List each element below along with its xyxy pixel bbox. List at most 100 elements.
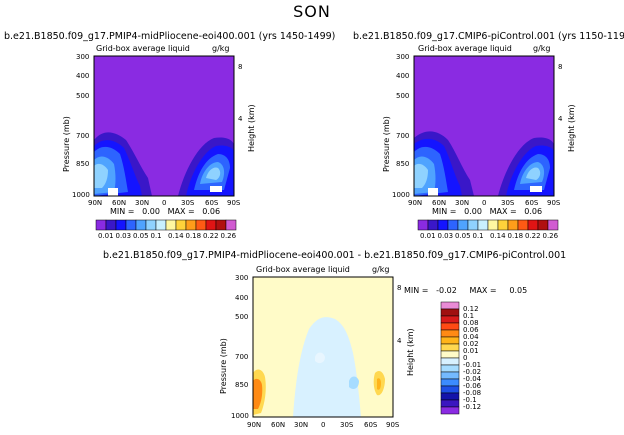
diff-colorbar-label: -0.08 <box>463 389 482 397</box>
diff-colorbar-label: -0.1 <box>463 396 477 404</box>
left-colorbar-swatch <box>185 219 197 231</box>
diff-colorbar-swatch <box>440 329 460 338</box>
left-colorbar-swatch <box>105 219 117 231</box>
left-colorbar-label: 0.26 <box>220 232 237 240</box>
left-xtick-90S: 90S <box>227 199 241 207</box>
left-colorbar-label: 0.1 <box>150 232 162 240</box>
left-xtick-60S: 60S <box>205 199 219 207</box>
diff-colorbar-swatch <box>440 371 460 380</box>
diff-units-label: g/kg <box>372 265 390 274</box>
right-colorbar-swatch <box>517 219 529 231</box>
right-xtick-60S: 60S <box>525 199 539 207</box>
diff-colorbar-swatch <box>440 392 460 401</box>
right-ytick-400: 400 <box>396 72 410 80</box>
left-colorbar-swatch <box>135 219 147 231</box>
diff-ylabel: Pressure (mb) <box>219 338 228 394</box>
left-colorbar-label: 0.22 <box>203 232 219 240</box>
left-ytick-300: 300 <box>76 53 90 61</box>
diff-ytick-700: 700 <box>235 353 249 361</box>
right-colorbar-swatch <box>457 219 469 231</box>
left-colorbar-swatch <box>95 219 107 231</box>
diff-colorbar-swatch <box>440 322 460 331</box>
left-colorbar-label: 0.18 <box>185 232 202 240</box>
diff-colorbar-label: 0.1 <box>463 312 475 320</box>
right-ytick-1000: 1000 <box>392 191 410 199</box>
diff-xtick-60S: 60S <box>364 421 378 429</box>
diff-minmax: MIN = -0.02 MAX = 0.05 <box>404 286 528 295</box>
right-units-label: g/kg <box>533 44 551 53</box>
left-xtick-60N: 60N <box>112 199 127 207</box>
left-colorbar-label: 0.05 <box>133 232 149 240</box>
right-ytick-300: 300 <box>396 53 410 61</box>
diff-colorbar-swatch <box>440 364 460 373</box>
right-colorbar-swatch <box>447 219 459 231</box>
left-case-title: b.e21.B1850.f09_g17.PMIP4-midPliocene-eo… <box>4 31 336 42</box>
diff-colorbar-swatch <box>440 308 460 317</box>
right-colorbar-label: 0.18 <box>507 232 524 240</box>
diff-colorbar-label: -0.02 <box>463 368 482 376</box>
left-colorbar-swatch <box>155 219 167 231</box>
left-ytick-500: 500 <box>76 92 90 100</box>
right-xtick-30S: 30S <box>501 199 515 207</box>
right-colorbar-swatch <box>497 219 509 231</box>
diff-colorbar-label: 0.12 <box>463 305 479 313</box>
diff-colorbar-label: -0.01 <box>463 361 482 369</box>
left-colorbar <box>95 219 237 231</box>
diff-xtick-90N: 90N <box>247 421 262 429</box>
right-colorbar-swatch <box>507 219 519 231</box>
left-colorbar-swatch <box>145 219 157 231</box>
left-colorbar-swatch <box>165 219 177 231</box>
right-xtick-90S: 90S <box>547 199 561 207</box>
diff-colorbar-label: 0 <box>463 354 468 362</box>
diff-colorbar-label: 0.08 <box>463 319 479 327</box>
diff-colorbar-swatch <box>440 385 460 394</box>
left-units-label: g/kg <box>212 44 230 53</box>
right-colorbar-label: 0.03 <box>437 232 454 240</box>
left-colorbar-label: 0.14 <box>168 232 184 240</box>
left-colorbar-swatch <box>205 219 217 231</box>
left-plot <box>93 55 235 197</box>
right-xtick-0: 0 <box>482 199 487 207</box>
diff-colorbar <box>440 301 460 415</box>
right-colorbar-swatch <box>477 219 489 231</box>
right-colorbar-label: 0.01 <box>420 232 436 240</box>
figure-title: SON <box>293 2 331 21</box>
left-ytick-400: 400 <box>76 72 90 80</box>
right-colorbar-swatch <box>487 219 499 231</box>
diff-colorbar-swatch <box>440 301 460 310</box>
left-colorbar-swatch <box>175 219 187 231</box>
right-htick-8: 8 <box>558 63 563 71</box>
diff-xtick-30S: 30S <box>340 421 354 429</box>
left-xtick-90N: 90N <box>88 199 103 207</box>
right-colorbar <box>417 219 559 231</box>
right-contours <box>414 131 554 196</box>
right-xtick-30N: 30N <box>455 199 470 207</box>
diff-ytick-850: 850 <box>235 381 249 389</box>
right-colorbar-label: 0.22 <box>525 232 541 240</box>
left-xtick-30N: 30N <box>135 199 150 207</box>
diff-htick-8: 8 <box>397 284 402 292</box>
diff-colorbar-swatch <box>440 357 460 366</box>
right-ytick-700: 700 <box>396 132 410 140</box>
diff-colorbar-label: 0.01 <box>463 347 479 355</box>
right-colorbar-swatch <box>437 219 449 231</box>
left-ylabel: Pressure (mb) <box>62 116 71 172</box>
diff-colorbar-swatch <box>440 378 460 387</box>
diff-colorbar-swatch <box>440 350 460 359</box>
right-ytick-500: 500 <box>396 92 410 100</box>
diff-xtick-30N: 30N <box>294 421 309 429</box>
right-colorbar-swatch <box>427 219 439 231</box>
diff-case-title: b.e21.B1850.f09_g17.PMIP4-midPliocene-eo… <box>103 250 567 261</box>
left-ytick-1000: 1000 <box>72 191 90 199</box>
right-colorbar-label: 0.1 <box>472 232 484 240</box>
right-colorbar-swatch <box>417 219 429 231</box>
right-colorbar-swatch <box>537 219 549 231</box>
diff-ylabel-right: Height (km) <box>406 328 415 376</box>
diff-colorbar-label: -0.12 <box>463 403 482 411</box>
diff-colorbar-swatch <box>440 315 460 324</box>
right-case-title: b.e21.B1850.f09_g17.CMIP6-piControl.001 … <box>353 31 624 42</box>
left-colorbar-swatch <box>195 219 207 231</box>
diff-colorbar-swatch <box>440 343 460 352</box>
right-colorbar-label: 0.14 <box>490 232 506 240</box>
left-xtick-0: 0 <box>162 199 167 207</box>
